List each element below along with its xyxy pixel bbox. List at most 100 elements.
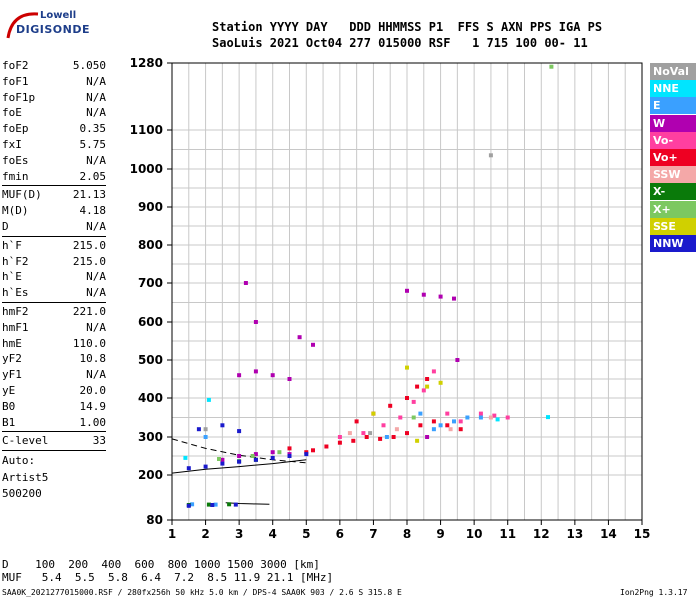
param-value: 2.05 — [79, 169, 107, 183]
param-value: 10.8 — [79, 352, 107, 366]
param-value: 215.0 — [72, 254, 106, 268]
param-row: foF2 5.050 — [2, 58, 106, 74]
param-value: N/A — [86, 90, 106, 104]
data-point-ssw — [394, 427, 399, 432]
data-point-w — [297, 335, 302, 340]
param-value: 5.050 — [72, 59, 106, 72]
param-value: 33 — [92, 434, 106, 448]
y-tick-label: 300 — [138, 430, 163, 444]
legend: NoVal NNE E W Vo- Vo+ SSW X- X+ SSE NNW — [650, 63, 696, 253]
data-point-sse — [425, 384, 430, 389]
data-point-vo- — [337, 440, 342, 445]
data-point-w — [237, 454, 242, 458]
data-point-x- — [217, 457, 221, 461]
y-tick-label: 600 — [138, 315, 163, 329]
param-row: foF1 N/A — [2, 74, 106, 90]
data-point-w — [455, 358, 460, 362]
x-tick-label: 1 — [168, 527, 176, 541]
data-point-w — [421, 292, 426, 297]
data-point-vo- — [492, 413, 497, 418]
data-point-nne — [183, 455, 188, 460]
data-point-vo- — [425, 377, 430, 381]
param-name: fxI — [2, 138, 22, 151]
param-name: yF1 — [2, 368, 22, 382]
data-point-x- — [549, 64, 554, 69]
legend-item: NNW — [650, 235, 696, 252]
param-row: yF1 N/A — [2, 367, 106, 383]
param-row: foE N/A — [2, 105, 106, 121]
param-divider — [2, 450, 106, 452]
data-point-x- — [250, 454, 255, 458]
data-point-sse — [371, 411, 376, 416]
data-point-e — [478, 415, 483, 420]
data-point-vo- — [405, 431, 409, 436]
data-point-vo- — [505, 415, 510, 420]
param-value: N/A — [86, 270, 106, 284]
param-name: h`Es — [2, 286, 29, 300]
data-point-e — [190, 502, 195, 507]
param-name: yE — [2, 384, 16, 397]
param-name: B1 — [2, 415, 16, 429]
data-point-nnw — [203, 464, 208, 469]
param-name: foEp — [2, 122, 29, 136]
y-tick-label: 500 — [138, 353, 163, 367]
trace-dashed-trace — [171, 438, 307, 464]
param-name: foF1 — [2, 74, 29, 88]
chart-traces — [171, 438, 307, 505]
data-point-vo- — [378, 436, 383, 441]
x-tick-label: 6 — [336, 527, 344, 541]
data-point-x- — [411, 415, 416, 420]
y-tick-label: 80 — [146, 513, 163, 527]
param-value: N/A — [86, 153, 106, 167]
param-value: 21.13 — [72, 188, 106, 202]
param-row: h`F2 215.0 — [2, 254, 106, 270]
data-point-w — [253, 320, 258, 324]
data-point-ssw — [448, 427, 453, 432]
logo-line2: DIGISONDE — [16, 23, 90, 36]
data-point-e — [418, 411, 423, 416]
data-point-nnw — [220, 423, 225, 428]
data-point-vo- — [478, 411, 483, 416]
data-point-nnw — [287, 454, 292, 458]
legend-item: W — [650, 114, 696, 132]
data-point-w — [270, 450, 275, 455]
legend-item: SSE — [650, 217, 696, 235]
legend-item: E — [650, 97, 696, 115]
legend-item: Vo- — [650, 131, 696, 149]
param-name: h`F2 — [2, 254, 29, 268]
data-point-vo- — [458, 419, 463, 424]
param-row: hmF2 221.0 — [2, 304, 106, 320]
param-row: h`Es N/A — [2, 285, 106, 301]
data-point-vo- — [458, 427, 463, 432]
legend-item: X+ — [650, 200, 696, 218]
y-tick-label: 1000 — [130, 162, 163, 176]
param-row: hmF1 N/A — [2, 320, 106, 336]
data-point-w — [220, 457, 225, 462]
param-divider — [2, 235, 106, 237]
data-point-x- — [227, 502, 232, 507]
param-value: 221.0 — [72, 305, 106, 318]
param-value: 14.9 — [79, 399, 107, 413]
param-name: MUF(D) — [2, 188, 42, 202]
data-point-w — [237, 373, 242, 378]
param-value: 20.0 — [79, 384, 107, 397]
data-point-vo- — [415, 384, 420, 389]
param-name: D — [2, 220, 9, 233]
param-row: h`E N/A — [2, 269, 106, 285]
data-point-e — [203, 435, 208, 439]
data-point-vo- — [354, 419, 359, 424]
y-tick-label: 900 — [138, 200, 163, 214]
x-tick-label: 12 — [533, 527, 550, 541]
param-value: N/A — [86, 320, 106, 334]
chart-axes: 1 2 3 4 5 6 7 8 9 10 11 12 13 14 158020030040050060070… — [130, 56, 651, 541]
data-point-vo- — [311, 448, 315, 453]
param-row: M(D) 4.18 — [2, 203, 106, 219]
autoscale-line2: Artist5 — [2, 470, 49, 484]
param-row: fxI 5.75 — [2, 137, 106, 153]
header-row1: Station YYYY DAY DDD HHMMSS P1 FFS S AXN… — [212, 20, 603, 34]
param-name: foF1p — [2, 90, 36, 104]
x-tick-label: 14 — [600, 527, 617, 541]
y-tick-label: 1100 — [130, 123, 163, 137]
autoscale-line3: 500200 — [2, 487, 42, 501]
param-value: N/A — [86, 220, 106, 233]
